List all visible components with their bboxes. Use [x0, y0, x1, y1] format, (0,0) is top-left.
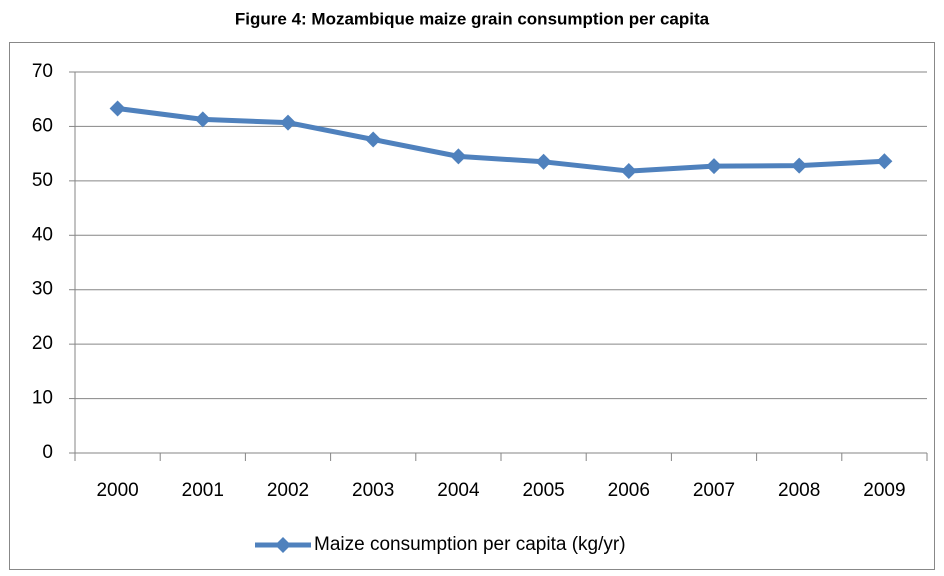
point-marker [365, 131, 382, 148]
x-tick-label: 2005 [522, 480, 564, 501]
point-marker [876, 153, 893, 170]
point-marker [791, 157, 808, 174]
x-tick-label: 2007 [693, 480, 735, 501]
chart-border [9, 42, 935, 570]
legend-marker [275, 537, 291, 553]
x-tick-label: 2003 [352, 480, 394, 501]
y-tick-label: 70 [32, 61, 53, 82]
y-tick-label: 50 [32, 170, 53, 191]
point-marker [706, 158, 722, 175]
y-tick-label: 60 [32, 115, 53, 136]
point-marker [535, 153, 552, 170]
point-marker [620, 163, 637, 180]
x-tick-label: 2001 [182, 480, 224, 501]
x-tick-label: 2006 [608, 480, 650, 501]
y-tick-label: 0 [42, 442, 53, 463]
x-tick-label: 2002 [267, 480, 309, 501]
point-marker [109, 100, 126, 117]
x-tick-label: 2008 [778, 480, 820, 501]
y-tick-label: 40 [32, 224, 53, 245]
chart-title: Figure 4: Mozambique maize grain consump… [235, 9, 710, 28]
x-tick-label: 2000 [96, 480, 138, 501]
point-marker [280, 114, 296, 131]
series-line [117, 105, 885, 174]
y-tick-label: 10 [32, 388, 53, 409]
y-tick-label: 20 [32, 333, 53, 354]
legend-label: Maize consumption per capita (kg/yr) [314, 534, 626, 555]
x-tick-label: 2004 [437, 480, 480, 501]
x-tick-label: 2009 [863, 480, 905, 501]
point-marker [194, 111, 211, 128]
y-tick-label: 30 [32, 279, 53, 300]
point-marker [450, 148, 467, 165]
